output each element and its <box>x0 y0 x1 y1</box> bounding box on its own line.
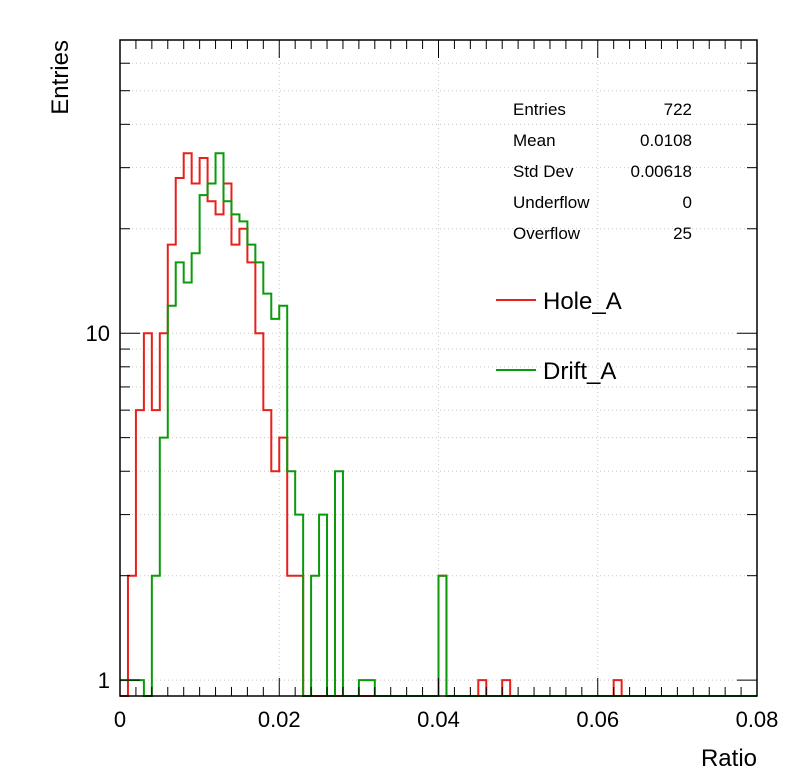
stats-value: 0 <box>683 193 692 212</box>
stats-box: Entries 722 Mean 0.0108 Std Dev 0.00618 Underf… <box>513 100 692 243</box>
stats-value: 0.00618 <box>631 162 692 181</box>
y-axis-title: Entries <box>47 40 74 115</box>
stats-label: Std Dev <box>513 162 574 181</box>
stats-value: 25 <box>673 224 692 243</box>
stats-value: 722 <box>664 100 692 119</box>
axis-ticks <box>119 39 758 696</box>
stats-label: Overflow <box>513 224 581 243</box>
y-tick-label: 10 <box>86 321 110 346</box>
x-tick-label: 0 <box>114 707 126 732</box>
x-tick-labels: 0 0.02 0.04 0.06 0.08 <box>114 707 779 732</box>
x-tick-label: 0.04 <box>417 707 460 732</box>
x-tick-label: 0.02 <box>258 707 301 732</box>
stats-label: Mean <box>513 131 556 150</box>
legend-label: Hole_A <box>543 288 622 315</box>
y-tick-label: 1 <box>98 668 110 693</box>
stats-label: Entries <box>513 100 566 119</box>
stats-value: 0.0108 <box>640 131 692 150</box>
x-tick-label: 0.06 <box>576 707 619 732</box>
legend: Hole_A Drift_A <box>496 288 622 385</box>
y-tick-labels: 1 10 <box>86 321 110 693</box>
x-tick-label: 0.08 <box>736 707 779 732</box>
legend-label: Drift_A <box>543 358 616 385</box>
x-axis-title: Ratio <box>701 745 757 772</box>
stats-label: Underflow <box>513 193 590 212</box>
